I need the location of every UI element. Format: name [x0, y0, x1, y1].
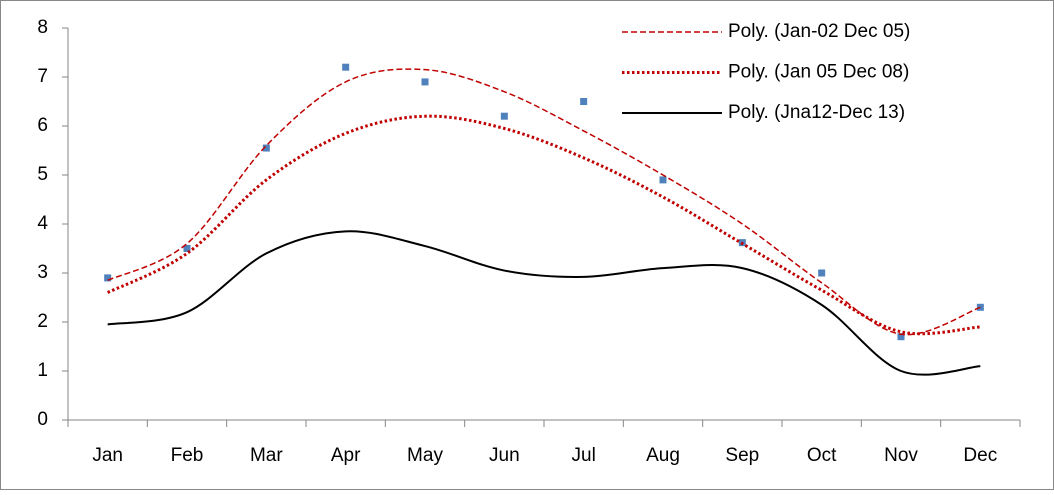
x-tick-label: Aug	[646, 445, 680, 466]
x-tick-label: Feb	[171, 445, 204, 466]
data-point	[421, 78, 429, 86]
y-tick-label: 3	[37, 262, 48, 283]
x-tick-label: May	[407, 445, 443, 466]
trend-line	[107, 230, 981, 376]
y-tick-label: 6	[37, 115, 48, 136]
x-tick-label: Apr	[331, 445, 361, 466]
x-tick-label: Sep	[725, 445, 759, 466]
data-point	[183, 245, 191, 252]
x-tick-label: Jun	[489, 445, 520, 466]
data-point	[897, 333, 905, 341]
y-tick-label: 8	[37, 17, 48, 38]
trend-line	[107, 68, 981, 336]
data-point	[262, 144, 270, 152]
data-point	[818, 269, 826, 277]
data-point	[342, 63, 350, 71]
y-tick-label: 4	[37, 213, 48, 234]
x-tick-label: Jan	[92, 445, 123, 466]
data-point	[500, 112, 508, 120]
y-tick-label: 2	[37, 311, 48, 332]
legend-label: Poly. (Jan 05 Dec 08)	[728, 62, 909, 83]
data-point	[104, 274, 112, 282]
y-tick-label: 0	[37, 409, 48, 430]
y-tick-label: 5	[37, 164, 48, 185]
data-point	[659, 176, 667, 184]
x-tick-label: Mar	[250, 445, 283, 466]
legend-label: Poly. (Jan-02 Dec 05)	[728, 21, 910, 42]
legend-label: Poly. (Jna12-Dec 13)	[728, 102, 905, 123]
y-tick-label: 7	[37, 66, 48, 87]
x-tick-label: Dec	[963, 445, 997, 466]
x-tick-label: Oct	[807, 445, 837, 466]
y-tick-label: 1	[37, 360, 48, 381]
data-point	[580, 98, 588, 105]
x-tick-label: Nov	[884, 445, 918, 466]
x-tick-label: Jul	[572, 445, 596, 466]
